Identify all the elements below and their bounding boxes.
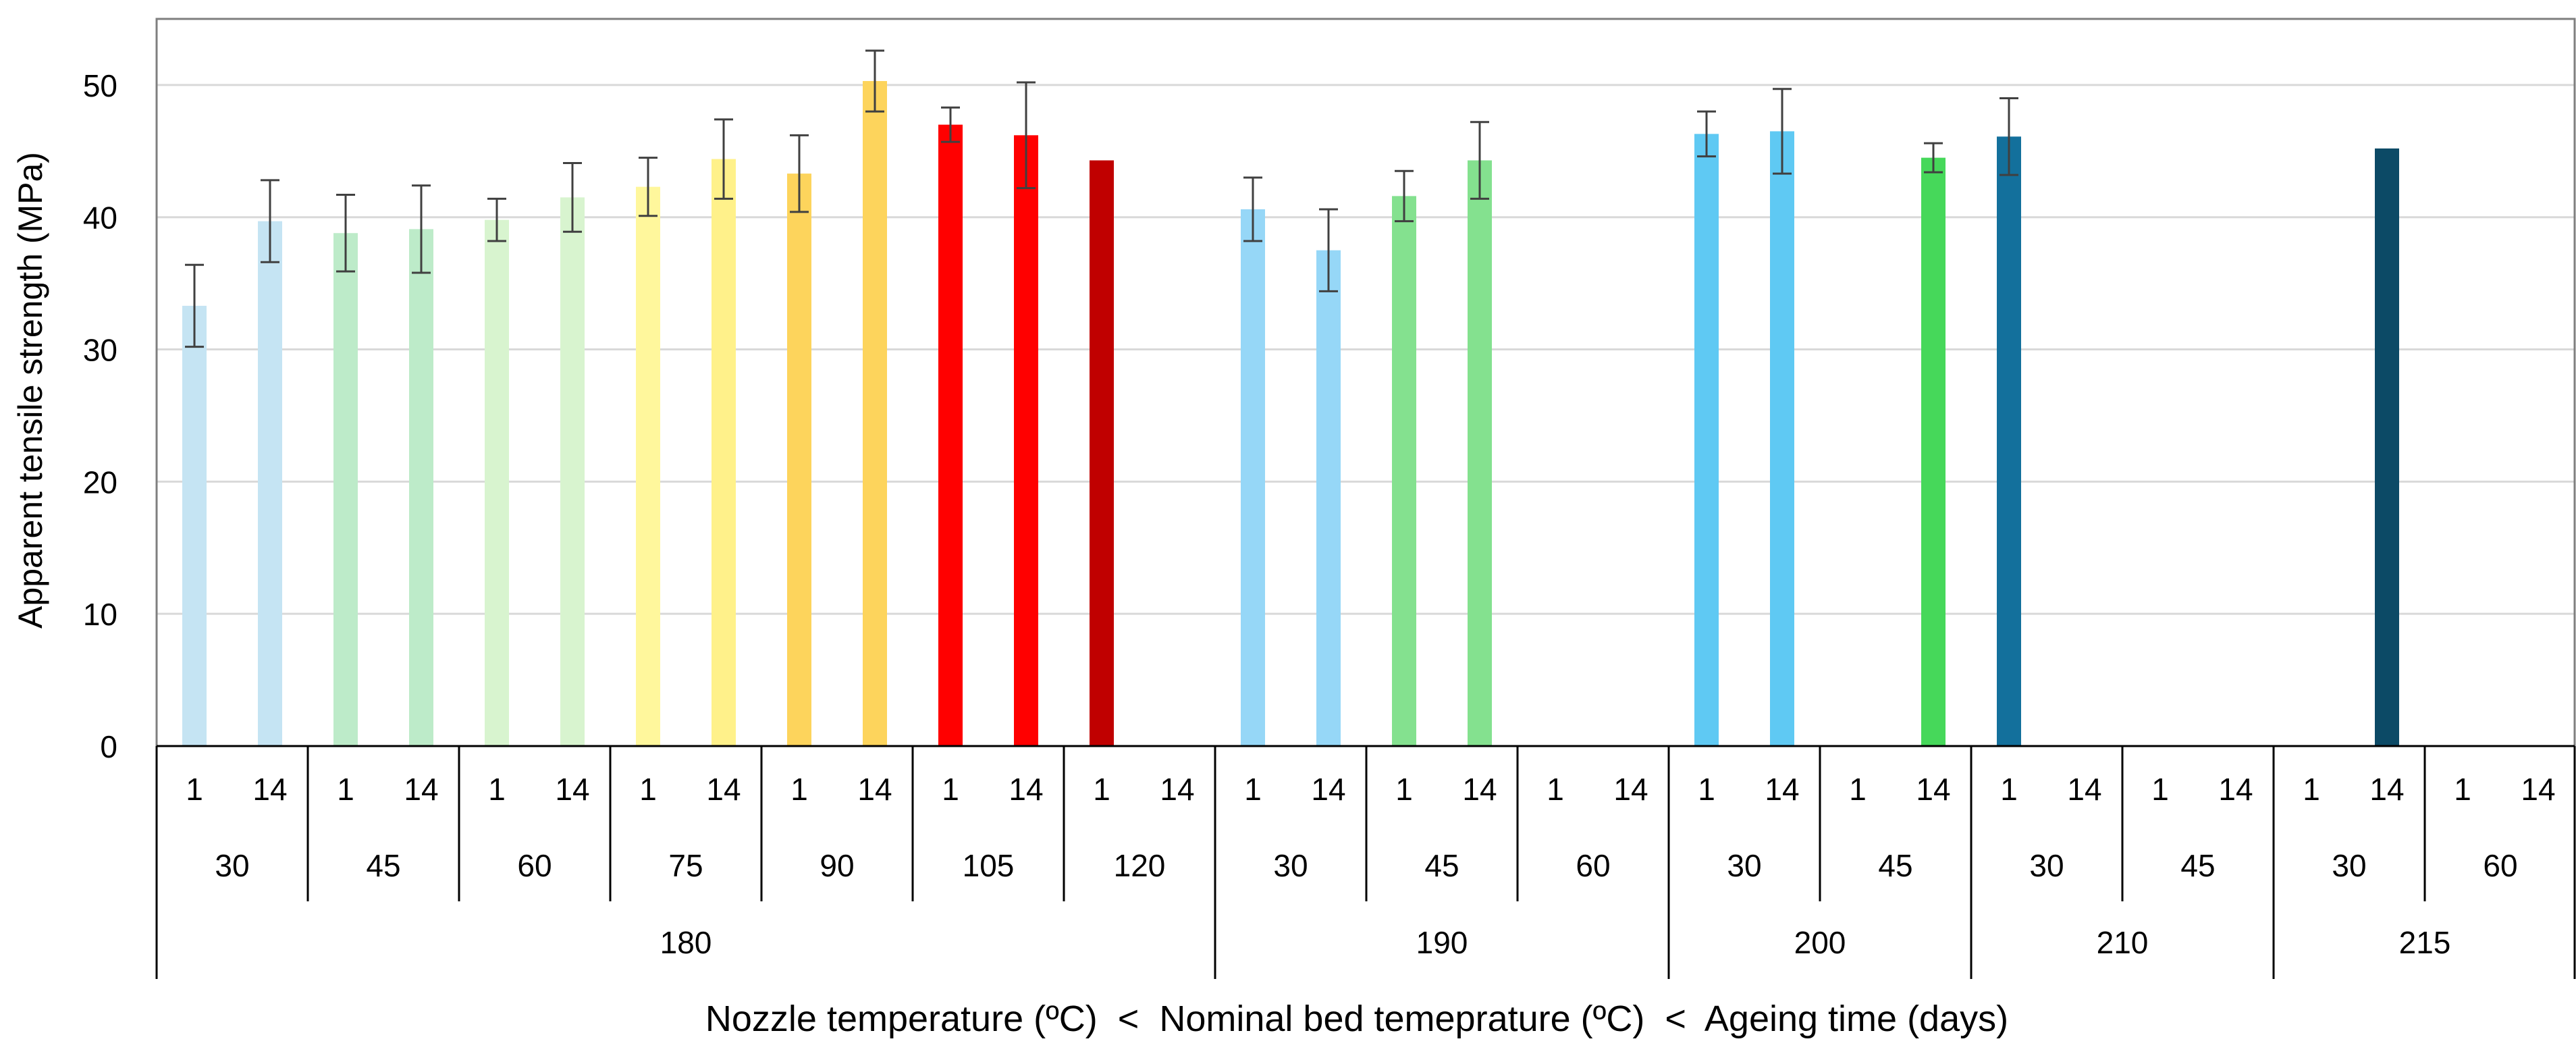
bar [182,305,207,747]
x-age-label: 14 [404,772,438,807]
x-bed-label: 120 [1114,848,1166,883]
x-age-label: 14 [1765,772,1799,807]
x-age-label: 14 [857,772,892,807]
bar [712,159,736,747]
x-age-label: 14 [1160,772,1194,807]
x-age-label: 14 [2521,772,2555,807]
bar [1921,157,1946,747]
bar [863,81,887,746]
gridlines [157,84,2575,615]
x-bed-label: 30 [1727,848,1761,883]
bar [560,197,585,746]
bar [938,124,963,746]
x-age-label: 14 [706,772,741,807]
x-age-label: 1 [790,772,808,807]
x-age-label: 14 [555,772,589,807]
x-bed-label: 60 [1576,848,1610,883]
x-bed-label: 105 [963,848,1015,883]
x-bed-label: 45 [366,848,400,883]
bar [2375,148,2399,746]
bar [409,229,433,746]
x-bed-label: 75 [668,848,703,883]
y-tick-label: 20 [83,465,117,500]
bar [1090,160,1114,746]
x-age-label: 14 [2218,772,2253,807]
x-age-label: 1 [2303,772,2320,807]
x-nozzle-label: 180 [660,925,712,960]
x-age-label: 1 [1244,772,1262,807]
x-age-label: 1 [942,772,959,807]
y-axis-title: Apparent tensile strength (MPa) [11,152,49,629]
x-category-labels: 1 14 30 1 14 45 1 14 60 1 14 75 1 14 90 1 14 105 1 14 120 180… [155,746,2576,979]
bar [1770,131,1794,747]
x-age-label: 14 [1311,772,1345,807]
x-age-label: 1 [2151,772,2169,807]
bar [1997,136,2021,746]
bar [485,219,509,746]
x-nozzle-label: 215 [2399,925,2451,960]
x-age-label: 1 [186,772,203,807]
y-tick-label: 0 [100,729,117,764]
x-age-label: 1 [1849,772,1867,807]
y-tick-label: 30 [83,333,117,368]
bar [258,221,282,746]
x-nozzle-label: 210 [2097,925,2149,960]
y-tick-label: 50 [83,68,117,103]
bar [1694,134,1719,746]
x-bed-label: 30 [215,848,249,883]
x-age-label: 1 [488,772,506,807]
x-bed-label: 30 [2029,848,2064,883]
x-bed-label: 60 [2483,848,2517,883]
x-bed-label: 45 [1424,848,1459,883]
y-tick-label: 40 [83,201,117,236]
x-age-label: 1 [1698,772,1715,807]
x-age-label: 14 [1462,772,1497,807]
bar [787,174,811,746]
x-axis-title: Nozzle temperature (ºC) < Nominal bed te… [705,999,2008,1039]
x-age-label: 14 [2369,772,2404,807]
bar [333,233,358,746]
y-tick-label: 10 [83,597,117,632]
x-bed-label: 45 [2180,848,2215,883]
x-age-label: 1 [639,772,657,807]
x-bed-label: 60 [517,848,552,883]
x-age-label: 14 [1916,772,1950,807]
x-bed-label: 30 [2332,848,2366,883]
x-age-label: 1 [2454,772,2471,807]
error-bars [185,49,2018,348]
x-age-label: 1 [1093,772,1110,807]
x-age-label: 1 [337,772,354,807]
x-nozzle-label: 190 [1416,925,1468,960]
x-bed-label: 45 [1878,848,1912,883]
bar [636,186,660,746]
x-age-label: 14 [2067,772,2101,807]
x-age-label: 1 [1547,772,1564,807]
x-bed-label: 90 [820,848,854,883]
bar [1014,135,1038,746]
bars [182,81,2399,747]
x-bed-label: 30 [1273,848,1308,883]
x-age-label: 14 [252,772,287,807]
bar [1392,196,1416,746]
x-age-label: 14 [1009,772,1043,807]
bar [1241,209,1265,747]
plot-frame [155,18,2576,747]
bar [1316,250,1341,746]
x-age-label: 14 [1613,772,1648,807]
x-nozzle-label: 200 [1794,925,1846,960]
bar [1468,160,1492,746]
x-age-label: 1 [1395,772,1413,807]
x-age-label: 1 [2000,772,2018,807]
